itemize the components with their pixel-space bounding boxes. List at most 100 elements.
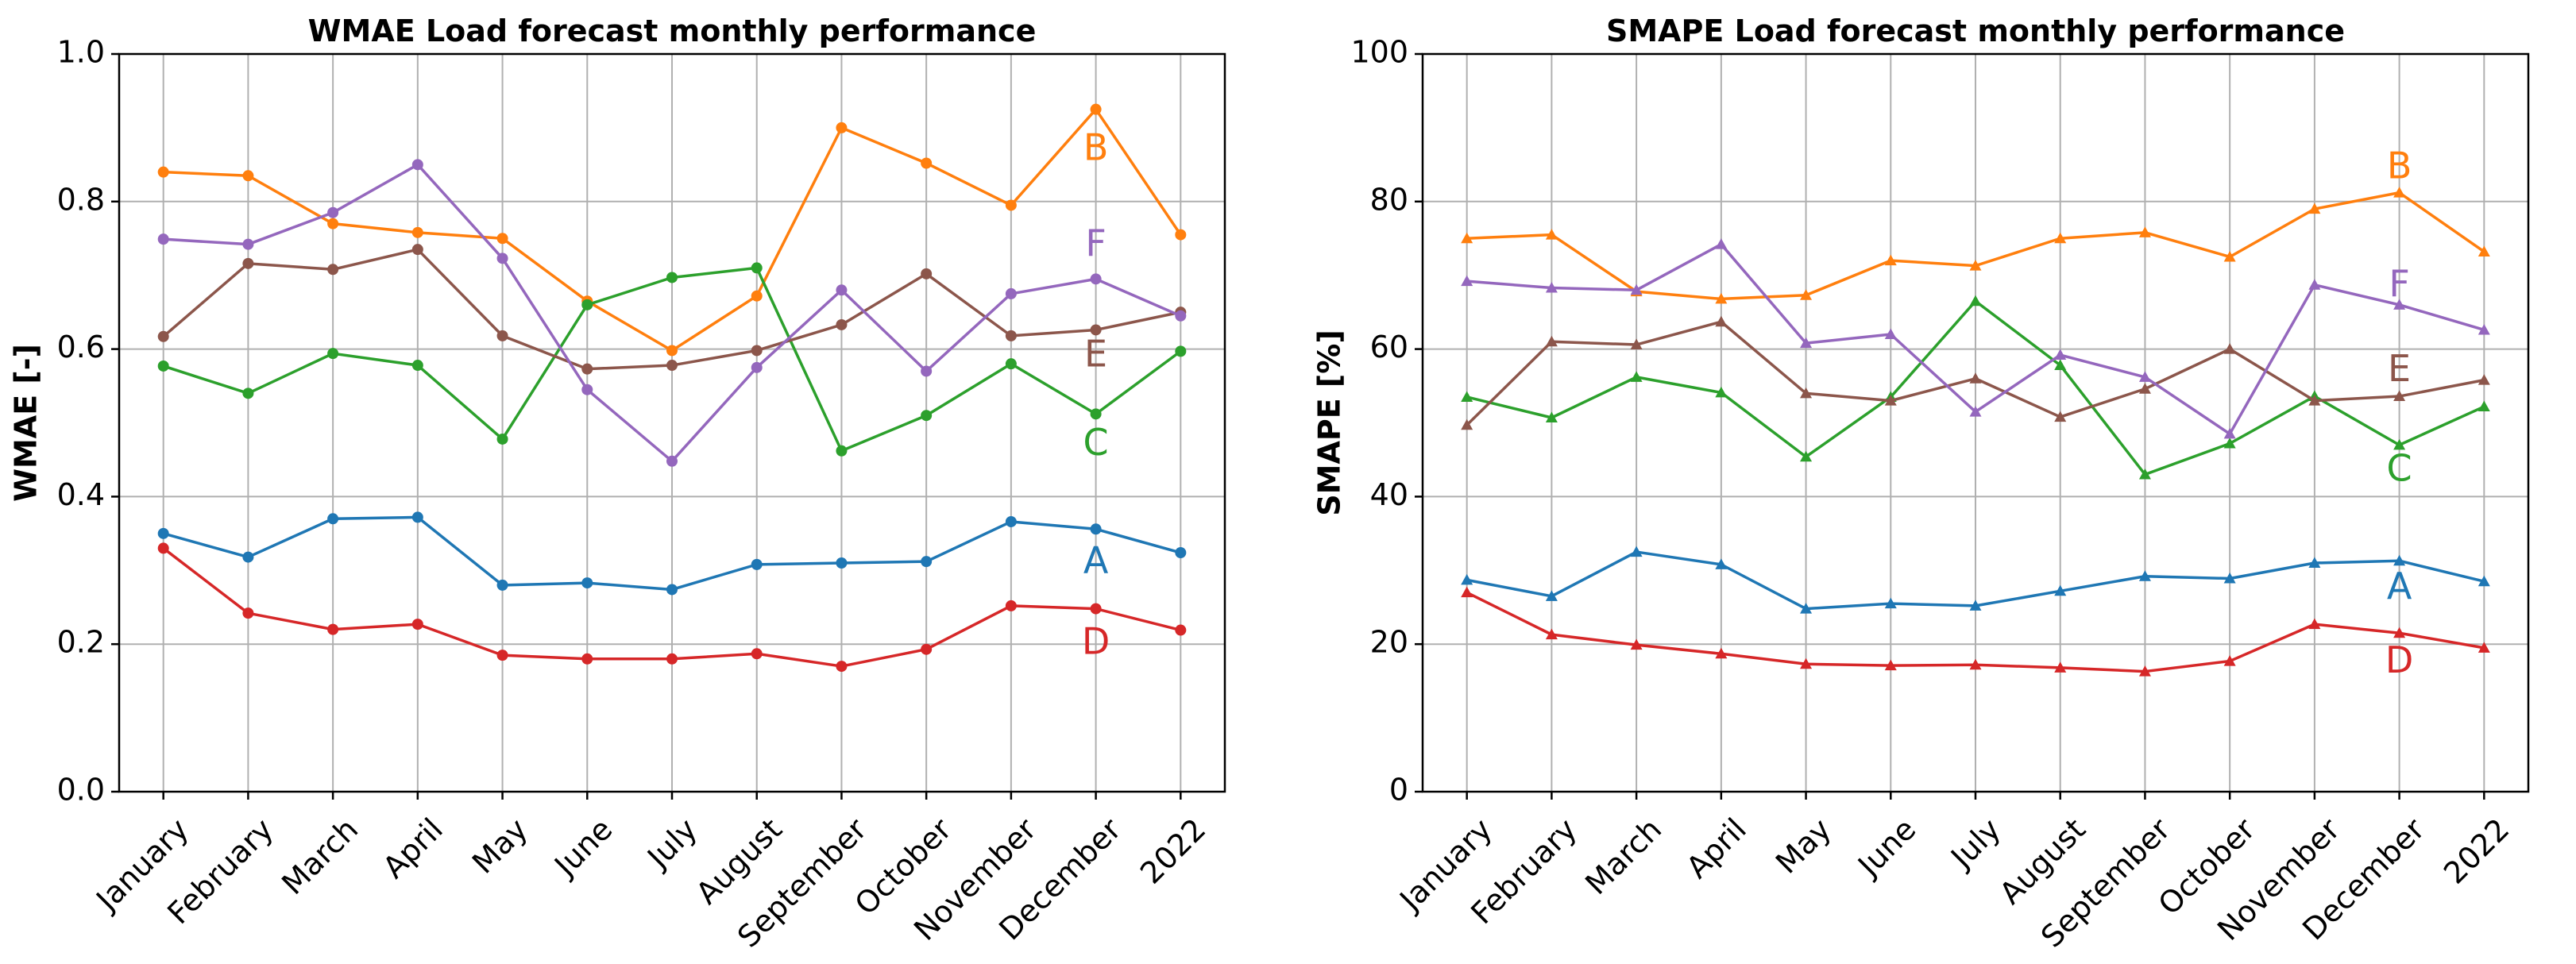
data-point-F (411, 159, 423, 171)
data-point-F (666, 455, 678, 467)
data-point-F (496, 253, 508, 264)
data-point-A (2223, 573, 2236, 584)
data-point-C (1090, 408, 1102, 420)
data-point-B (157, 166, 169, 178)
data-point-A (1969, 600, 1982, 611)
x-tick-label: July (1943, 812, 2007, 876)
data-point-C (327, 348, 339, 360)
data-point-A (1461, 573, 1473, 585)
x-tick-label: April (376, 812, 450, 885)
data-point-A (2054, 584, 2067, 596)
data-point-C (411, 360, 423, 372)
series-label-B: B (2387, 144, 2412, 187)
y-tick-label: 0.4 (57, 477, 105, 512)
data-point-F (2393, 299, 2406, 310)
x-tick-label: 2022 (1134, 812, 1213, 891)
data-point-C (836, 445, 848, 457)
data-point-E (1969, 372, 1982, 384)
data-point-A (411, 511, 423, 523)
data-point-F (1715, 238, 1728, 249)
series-label-A: A (1083, 539, 1109, 582)
data-point-F (581, 384, 593, 395)
data-point-B (751, 290, 763, 302)
data-point-C (581, 299, 593, 310)
x-tick-label: June (1850, 812, 1922, 884)
series-label-B: B (1083, 125, 1109, 168)
data-point-F (2054, 349, 2067, 361)
data-point-A (1090, 523, 1102, 535)
series-label-E: E (1084, 332, 1107, 375)
data-point-E (2223, 343, 2236, 354)
x-tick-label: May (1769, 812, 1838, 881)
data-point-D (666, 653, 678, 665)
series-label-A: A (2387, 565, 2412, 607)
data-point-F (836, 284, 848, 296)
data-point-E (2393, 390, 2406, 402)
data-point-F (327, 206, 339, 218)
data-point-F (157, 233, 169, 245)
x-tick-label: March (275, 812, 365, 901)
data-point-A (836, 557, 848, 569)
data-point-A (581, 577, 593, 589)
x-tick-label: June (546, 812, 619, 884)
data-point-D (411, 619, 423, 630)
data-point-A (242, 551, 254, 563)
data-point-C (666, 272, 678, 283)
data-point-A (327, 513, 339, 525)
data-point-E (666, 360, 678, 372)
data-point-C (1800, 450, 1813, 462)
data-point-D (1090, 603, 1102, 615)
series-label-C: C (2387, 446, 2412, 489)
data-point-B (242, 170, 254, 182)
data-point-F (921, 365, 933, 377)
data-point-D (2138, 665, 2151, 677)
data-point-B (2478, 245, 2490, 256)
data-point-D (1800, 657, 1813, 669)
data-point-B (1884, 254, 1897, 266)
data-point-A (1800, 603, 1813, 614)
data-point-C (1630, 371, 1643, 382)
data-point-E (2478, 374, 2490, 385)
data-point-D (2478, 642, 2490, 653)
data-point-B (1005, 199, 1017, 211)
data-point-E (1884, 395, 1897, 406)
data-point-E (496, 330, 508, 341)
data-point-D (921, 643, 933, 655)
series-label-C: C (1083, 421, 1109, 464)
data-point-E (157, 330, 169, 342)
data-point-F (1090, 273, 1102, 285)
data-point-F (1175, 310, 1187, 322)
data-point-B (1175, 229, 1187, 241)
y-tick-label: 100 (1350, 35, 1408, 70)
data-point-B (1461, 232, 1473, 244)
data-point-D (2054, 661, 2067, 673)
data-point-E (1715, 315, 1728, 327)
data-point-B (1545, 229, 1558, 240)
data-point-B (411, 226, 423, 238)
data-point-E (2308, 395, 2321, 406)
chart-title: SMAPE Load forecast monthly performance (1606, 13, 2345, 48)
data-point-F (1630, 283, 1643, 295)
data-point-F (751, 361, 763, 373)
data-point-B (1715, 292, 1728, 304)
data-point-B (2393, 187, 2406, 198)
data-point-A (1884, 597, 1897, 609)
data-point-A (921, 556, 933, 568)
data-point-D (242, 607, 254, 619)
y-tick-label: 20 (1370, 625, 1408, 660)
data-point-B (496, 233, 508, 245)
y-tick-label: 80 (1370, 182, 1408, 217)
data-point-A (1005, 515, 1017, 527)
data-point-F (1005, 287, 1017, 299)
data-point-A (666, 584, 678, 596)
data-point-F (2223, 427, 2236, 439)
data-point-F (2478, 323, 2490, 335)
data-point-C (1715, 386, 1728, 398)
x-tick-label: March (1578, 812, 1668, 901)
series-label-D: D (2385, 638, 2413, 681)
x-tick-label: May (465, 812, 535, 881)
data-point-A (496, 579, 508, 591)
data-point-D (496, 650, 508, 661)
data-point-C (1175, 345, 1187, 357)
